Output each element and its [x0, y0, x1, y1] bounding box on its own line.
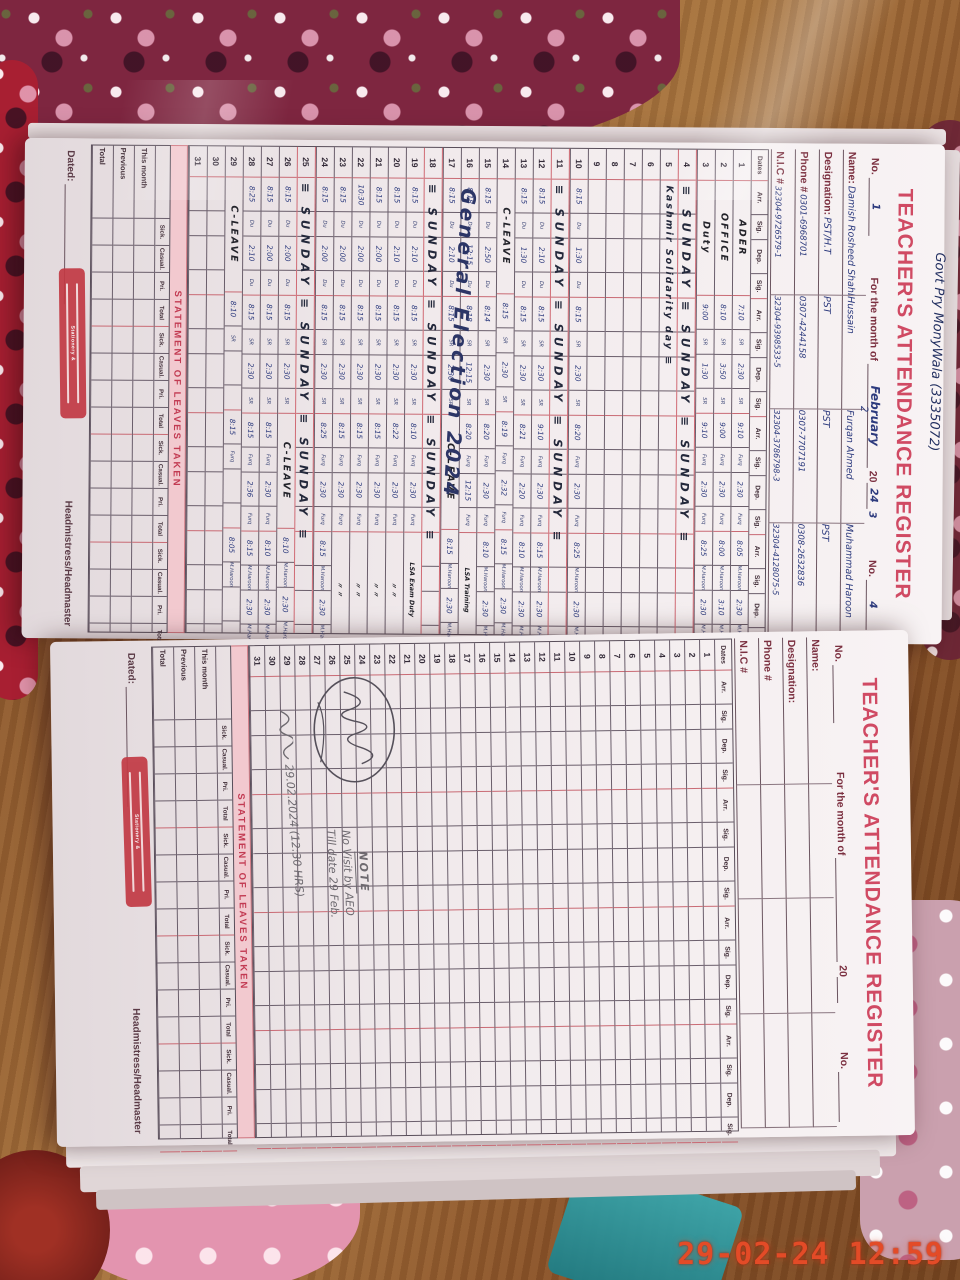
attendance-row: 8 [602, 149, 624, 653]
attendance-table: General Election 2024 Dates Arr. Sig. Dep. S… [184, 145, 769, 654]
month-line: No. For the month of 20 No. [832, 644, 859, 1123]
no-label-left: No. [868, 157, 881, 175]
year-blank [836, 976, 850, 1004]
year-blank: 24 [866, 482, 880, 509]
month-blank [835, 858, 849, 963]
teacher-info-rows: Name: Designation: Phone # N.I.C # [734, 637, 837, 1131]
leaves-row: Total [88, 145, 113, 651]
month-line: No. 1 For the month of February 20 24 3 N… [865, 157, 889, 630]
no-blank-left: 1 [868, 177, 882, 236]
attendance-row: 6 [638, 149, 660, 653]
dated-label: Dated: [64, 150, 76, 182]
handwritten-month: February [867, 385, 883, 447]
headmistress-label: Headmistress/Headmaster [61, 500, 74, 627]
attendance-row: 24 8:15 Du 2:00 Du 8:15 SR 2:30 SR 8:25 Furq 2:30 Fu… [312, 147, 334, 651]
note-title: NOTE [354, 850, 373, 894]
attendance-row: 29 C-LEAVE 8:10 SR 8:15 Furq 8:05 M.Haroon [221, 146, 243, 647]
stamp-text: Stationery & [69, 325, 76, 362]
no-label-right: No. [837, 1052, 851, 1070]
info-row-name: Name: Damish Rosheed Shahbaz Hussain Furqan… [839, 149, 867, 638]
attendance-row: 3 Duty 9:00 SR 1:30 SR 9:10 Furq 2:30 Furq 8:25 M.H… [693, 149, 715, 650]
attendance-row: 26 8:15 Du 2:00 Du 8:15 SR 2:30 SR C-LEAVE 8:10 M.H… [275, 146, 297, 647]
month-blank: February [866, 363, 883, 468]
no-blank-right [838, 1071, 851, 1123]
stamp-text: Stationery & [133, 813, 141, 850]
no-label-right: No. [865, 560, 879, 578]
attendance-row: 25 ≡ SUNDAY ≡ SUNDAY ≡ SUNDAY ≡ [293, 146, 316, 651]
leaves-row: This month [130, 145, 155, 651]
handwritten-date-signature: 29.02.2024 (12:30 HRS) [277, 709, 316, 1009]
attendance-row: 28 8:25 Du 2:10 Du 8:15 SR 2:30 SR 8:15 Furq 2:36 Fu… [239, 146, 261, 650]
register-title: TEACHER'S ATTENDANCE REGISTER [857, 677, 887, 1089]
info-row-designation: Designation: PST/H.T PST PST PST [815, 149, 843, 638]
register-title: TEACHER'S ATTENDANCE REGISTER [890, 188, 917, 600]
year-prefix: 20 [866, 470, 879, 483]
attendance-row: 12 8:15 Du 2:10 Du 8:15 SR 2:30 SR 9:10 Furq 2:30 Fu… [529, 148, 551, 652]
headmistress-label: Headmistress/Headmaster [130, 1008, 143, 1134]
leaves-table: Sick. Casual. Pri. Total Sick. Casual. Pri. Tot… [151, 645, 238, 1153]
attendance-row: 11 ≡ SUNDAY ≡ SUNDAY ≡ SUNDAY ≡ [547, 148, 570, 652]
attendance-row: 30 [203, 146, 225, 650]
attendance-row: 22 10:30 Du 2:00 Du 8:15 SR 2:30 SR 8:15 Furq 2:30 F… [348, 147, 370, 648]
publisher-stamp: Stationery & [121, 756, 153, 908]
handwritten-note-block: NOTE No Visit by AEO Till date 29 Feb. [321, 787, 375, 959]
handwritten-row-note: Kashmir Solidarity day ≡ [662, 185, 675, 367]
handwritten-row-note: ≡ SUNDAY ≡ SUNDAY ≡ SUNDAY ≡ [296, 182, 314, 544]
attendance-row: 27 8:15 Du 2:00 Du 8:15 SR 2:30 SR 8:15 Furq 2:30 Fu… [257, 146, 279, 650]
handwritten-year: 24 [867, 488, 880, 503]
camera-timestamp: 29-02-24 12:59 [677, 1237, 944, 1272]
no-blank-right: 4 [865, 579, 879, 630]
handwritten-col-number: 4 [866, 601, 879, 609]
handwritten-row-note: ≡ SUNDAY ≡ SUNDAY ≡ SUNDAY ≡ [677, 185, 695, 547]
handwritten-col-number: 3 [866, 511, 878, 519]
attendance-row: 7 [620, 149, 642, 653]
page-footer: Dated: Stationery & Headmistress/Headmas… [58, 150, 87, 627]
attendance-row: 31 [185, 146, 207, 650]
attendance-row: 10 8:15 Du 1:30 Du 8:15 SR 2:30 SR 8:20 Furq 2:30 Fu… [566, 148, 588, 652]
leaves-table: Sick. Casual. Pri. Total Sick. Casual. Pri. Tot… [87, 144, 171, 651]
leaves-row: Previous [109, 145, 134, 651]
month-label: For the month of [867, 277, 881, 361]
info-row-nic: N.I.C #32304-9726579-1 32304-9398533-5 323… [767, 149, 795, 638]
register-page-february: Govt Pry MonyWala (3335072) TEACHER'S AT… [21, 138, 947, 654]
circled-signature-scribble [286, 671, 405, 793]
handwritten-row-note: ≡ SUNDAY ≡ SUNDAY ≡ SUNDAY ≡ [550, 184, 568, 546]
teacher-info-rows: Name: Damish Rosheed Shahbaz Hussain Furqan… [767, 149, 867, 638]
dated-label: Dated: [125, 652, 137, 685]
page-footer: Dated: Stationery & Headmistress/Headmas… [121, 652, 153, 1134]
attendance-header-row: Dates Arr. Sig. Dep. Sig. Arr. Sig. Dep. Sig. Arr… [747, 150, 768, 654]
no-label-left: No. [832, 644, 845, 663]
register-page-blank: TEACHER'S ATTENDANCE REGISTER No. For th… [50, 630, 915, 1153]
attendance-row: 13 8:15 Du 1:30 Du 8:15 SR 2:30 SR 8:21 Furq 2:20 Fu… [511, 148, 533, 652]
signature-squiggle [279, 710, 295, 760]
info-row-phone: Phone #0301-6968701 0307-4244158 0307-7707… [791, 149, 819, 638]
attendance-row: 21 8:15 Du 2:00 Du 8:15 SR 2:30 SR 8:15 Furq 2:30 Fu… [366, 147, 388, 648]
attendance-row: 23 8:15 Du 2:00 Du 8:15 SR 2:30 SR 8:15 Furq 2:30 Fu… [330, 147, 352, 648]
year-prefix: 20 [836, 965, 849, 978]
note-line: No Visit by AEO [339, 829, 357, 917]
attendance-row: 9 [584, 148, 606, 653]
no-blank-left [832, 664, 846, 723]
attendance-row: 5 Kashmir Solidarity day ≡ [656, 149, 678, 653]
handwritten-col-number: 2 [858, 405, 870, 413]
attendance-row: 4 ≡ SUNDAY ≡ SUNDAY ≡ SUNDAY ≡ [674, 149, 697, 653]
attendance-row: 2 OFFICE 8:10 SR 3:50 SR 9:00 Furq 2:30 Furq 8:00 M… [711, 149, 733, 650]
attendance-row: 20 8:15 Du 2:10 Du 8:15 SR 2:30 SR 8:22 Furq 2:30 Fu… [384, 147, 406, 648]
attendance-row: 1 ADER 7:10 SR 2:30 SR 9:10 Furq 2:30 Furq 8:05 M.H… [729, 149, 751, 651]
month-label: For the month of [833, 771, 848, 856]
publisher-stamp: Stationery & [58, 268, 87, 419]
handwritten-col-number: 1 [869, 203, 882, 211]
